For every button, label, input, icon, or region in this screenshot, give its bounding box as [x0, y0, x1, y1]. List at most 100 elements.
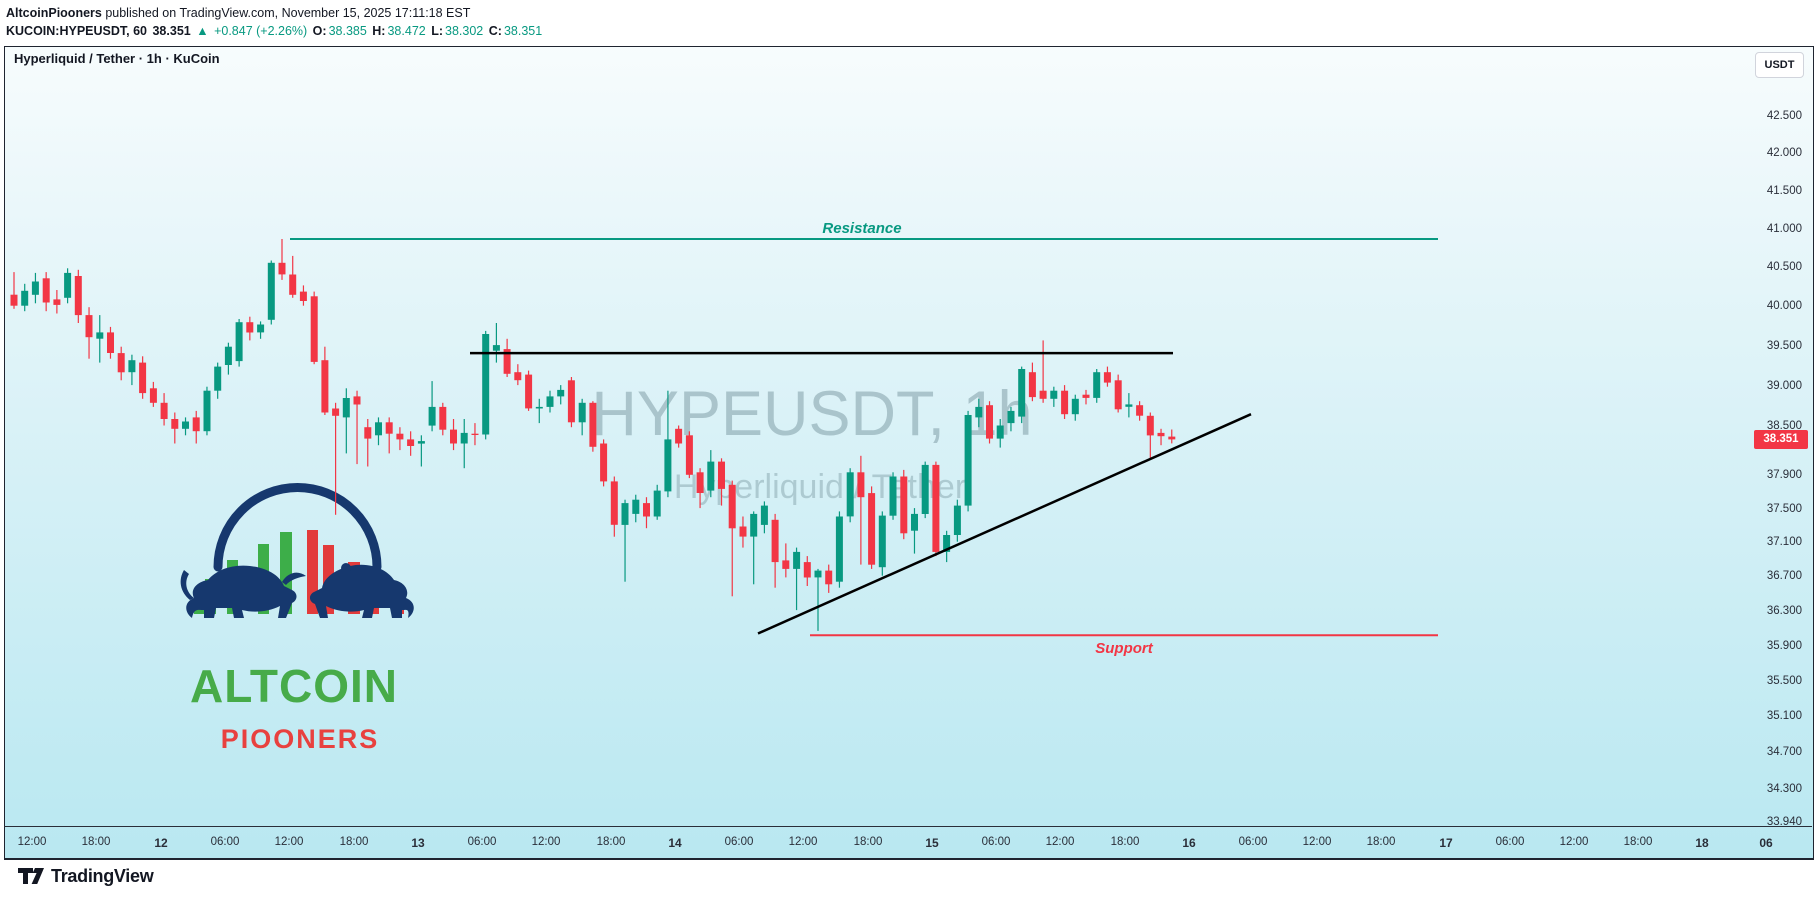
candle — [1146, 412, 1154, 459]
candle — [953, 499, 961, 542]
candle — [835, 511, 843, 588]
open-value: 38.385 — [328, 24, 367, 38]
close-value: 38.351 — [503, 24, 543, 38]
candle — [1007, 406, 1015, 432]
candle — [257, 321, 265, 339]
price-axis-label: 34.700 — [1766, 746, 1802, 759]
price-axis-label: 37.100 — [1766, 536, 1802, 549]
time-axis-label: 18 — [1695, 836, 1709, 850]
chart-pane[interactable] — [4, 46, 1814, 860]
candle — [385, 417, 393, 454]
candle — [546, 390, 554, 413]
candle — [471, 423, 479, 446]
currency-button[interactable]: USDT — [1755, 52, 1804, 78]
tradingview-footer[interactable]: TradingView — [18, 864, 154, 888]
candle — [1018, 366, 1026, 424]
candle — [1136, 401, 1144, 421]
candle — [632, 494, 640, 523]
time-axis-label: 18:00 — [1623, 836, 1653, 848]
high-label: H: — [372, 24, 386, 38]
candle — [664, 390, 672, 498]
candle — [1071, 394, 1079, 421]
ascending-trendline[interactable] — [757, 413, 1252, 635]
candle — [482, 330, 490, 440]
bull-icon — [180, 565, 306, 618]
drawings-layer[interactable] — [290, 238, 1438, 637]
candle — [653, 484, 661, 520]
candle — [739, 516, 747, 548]
low-label: L: — [431, 24, 444, 38]
resistance-label[interactable]: Resistance — [822, 220, 902, 237]
candle — [364, 419, 372, 467]
candle — [160, 393, 168, 426]
candle — [996, 419, 1004, 448]
published-text: published on TradingView.com, November 1… — [101, 6, 471, 20]
price-axis-label: 33.940 — [1766, 815, 1802, 828]
close-label: C: — [488, 24, 502, 38]
candle — [589, 401, 597, 452]
candle — [750, 511, 758, 585]
candle — [975, 398, 983, 428]
time-axis-label: 18:00 — [339, 836, 369, 848]
time-axis-label: 18:00 — [1110, 836, 1140, 848]
candle — [707, 450, 715, 498]
candle — [889, 472, 897, 520]
candle — [353, 390, 361, 465]
candle — [96, 315, 104, 363]
candles-layer — [10, 239, 1176, 631]
time-axis-label: 06:00 — [724, 836, 754, 848]
candle — [310, 291, 318, 365]
candle — [643, 497, 650, 529]
price-axis-label: 39.000 — [1766, 379, 1802, 392]
candle — [492, 323, 500, 363]
time-axis-label: 18:00 — [596, 836, 626, 848]
time-axis-label: 06:00 — [1495, 836, 1525, 848]
last-price-value: 38.351 — [152, 24, 191, 38]
candle — [803, 556, 811, 586]
price-axis-label: 38.500 — [1766, 420, 1802, 433]
candle — [1157, 428, 1165, 446]
altcoin-piooners-logo: ALTCOIN PIOONERS — [180, 483, 414, 754]
candle — [214, 362, 222, 399]
open-label: O: — [312, 24, 327, 38]
candle — [1061, 385, 1069, 419]
candle — [289, 255, 297, 298]
candle — [675, 425, 683, 448]
price-axis-label: 34.300 — [1766, 782, 1802, 795]
candle — [793, 547, 801, 611]
time-axis-label: 12:00 — [1559, 836, 1589, 848]
candle — [246, 316, 254, 341]
price-axis-label: 40.500 — [1766, 261, 1802, 274]
time-axis[interactable]: 12:00 18:00 12 06:00 12:00 18:00 13 06:00 12:00 1… — [4, 826, 1812, 858]
support-label[interactable]: Support — [1095, 640, 1153, 657]
candle — [1125, 393, 1133, 418]
candle — [760, 501, 768, 534]
time-axis-label: 15 — [925, 836, 939, 850]
high-value: 38.472 — [387, 24, 426, 38]
candle — [128, 354, 136, 386]
candle — [1050, 386, 1058, 407]
price-axis[interactable]: 42.500 42.000 41.500 41.000 40.500 40.000 39.5… — [1740, 47, 1812, 828]
candle — [42, 272, 50, 312]
candle — [610, 476, 618, 537]
up-arrow-icon: ▲ — [196, 24, 209, 38]
price-axis-label: 35.500 — [1766, 674, 1802, 687]
time-axis-label: 12:00 — [274, 836, 304, 848]
pane-title[interactable]: Hyperliquid / Tether · 1h · KuCoin — [14, 51, 220, 66]
candle — [921, 461, 929, 519]
time-axis-label: 13 — [411, 836, 425, 850]
symbol-line: KUCOIN:HYPEUSDT, 60 38.351 ▲ +0.847 (+2.… — [6, 22, 1406, 40]
candle — [1103, 366, 1111, 387]
time-axis-label: 18:00 — [853, 836, 883, 848]
candle — [342, 388, 350, 454]
candle — [321, 346, 329, 415]
candle — [85, 307, 93, 359]
candle — [782, 543, 790, 578]
candle — [964, 410, 972, 512]
candle — [10, 272, 18, 309]
candle — [1168, 429, 1176, 444]
candle — [117, 346, 125, 381]
time-axis-label: 12:00 — [1302, 836, 1332, 848]
